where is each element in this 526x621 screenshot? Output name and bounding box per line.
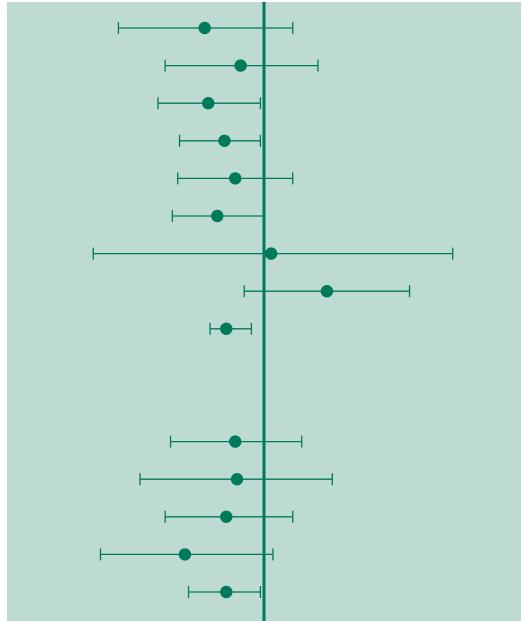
point-estimate — [198, 21, 211, 35]
point-estimate — [211, 209, 224, 223]
forest-row — [243, 285, 411, 298]
forest-row — [157, 97, 262, 110]
forest-rows — [92, 21, 454, 599]
point-estimate — [229, 435, 242, 448]
forest-row — [209, 322, 253, 335]
forest-row — [99, 548, 274, 561]
forest-row — [177, 172, 294, 185]
point-estimate — [229, 172, 242, 185]
forest-row — [169, 435, 303, 448]
point-estimate — [220, 510, 233, 523]
point-estimate — [218, 134, 231, 147]
point-estimate — [234, 59, 247, 72]
point-estimate — [230, 473, 244, 486]
point-estimate — [202, 97, 215, 110]
forest-row — [92, 247, 454, 260]
point-estimate — [178, 548, 192, 561]
forest-row — [178, 134, 262, 147]
forest-row — [187, 585, 262, 599]
point-estimate — [220, 585, 233, 599]
point-estimate — [320, 285, 334, 298]
forest-row — [139, 473, 333, 486]
point-estimate — [264, 247, 278, 260]
forest-row — [164, 510, 294, 523]
forest-row — [164, 59, 319, 72]
point-estimate — [220, 322, 233, 335]
